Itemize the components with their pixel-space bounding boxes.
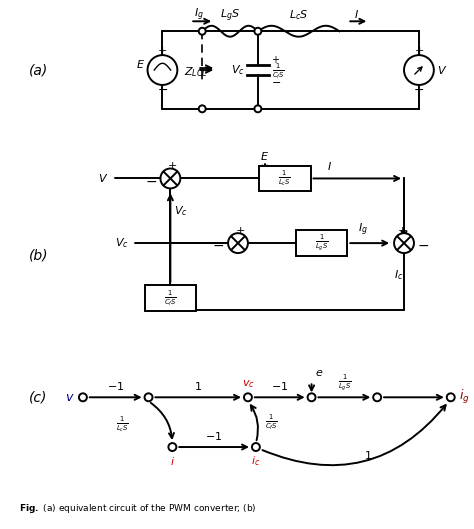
Circle shape	[255, 105, 261, 112]
Text: $I_g$: $I_g$	[358, 222, 368, 239]
Text: $i$: $i$	[170, 455, 175, 467]
Text: (b): (b)	[29, 248, 49, 262]
Text: $V$: $V$	[437, 64, 447, 76]
Text: $-1$: $-1$	[271, 380, 288, 393]
Text: $\frac{1}{L_g S}$: $\frac{1}{L_g S}$	[337, 372, 351, 393]
Text: $V$: $V$	[99, 172, 109, 185]
Circle shape	[308, 394, 316, 402]
Text: $-$: $-$	[417, 238, 429, 252]
Text: $-$: $-$	[413, 84, 425, 96]
Text: $E$: $E$	[136, 58, 145, 70]
Text: $1$: $1$	[194, 380, 202, 393]
Bar	[259, 166, 310, 191]
Circle shape	[373, 394, 381, 402]
Text: $+$: $+$	[397, 225, 407, 236]
Circle shape	[147, 55, 177, 85]
Circle shape	[79, 394, 87, 402]
Circle shape	[404, 55, 434, 85]
Text: $V_c$: $V_c$	[115, 236, 128, 250]
Circle shape	[161, 169, 180, 188]
Text: $+$: $+$	[271, 53, 280, 65]
Text: $+$: $+$	[414, 44, 424, 56]
Text: $I_g$: $I_g$	[194, 6, 204, 23]
Text: $I$: $I$	[354, 8, 359, 20]
Circle shape	[199, 28, 206, 35]
Text: $v$: $v$	[65, 391, 75, 404]
Circle shape	[145, 394, 153, 402]
Circle shape	[394, 233, 414, 253]
Text: $v_c$: $v_c$	[242, 378, 255, 390]
Text: $I_c$: $I_c$	[394, 268, 404, 282]
Circle shape	[228, 233, 248, 253]
Text: (a): (a)	[29, 63, 48, 77]
Text: $i_g$: $i_g$	[459, 388, 469, 406]
Text: $e$: $e$	[315, 368, 324, 378]
Text: $-$: $-$	[157, 84, 168, 96]
Text: $\frac{1}{C_f S}$: $\frac{1}{C_f S}$	[272, 61, 285, 81]
Text: $\frac{1}{L_g S}$: $\frac{1}{L_g S}$	[315, 233, 328, 253]
Text: $-1$: $-1$	[206, 430, 223, 442]
Circle shape	[447, 394, 455, 402]
Text: $E$: $E$	[260, 150, 269, 161]
Text: $I$: $I$	[327, 160, 332, 171]
Text: $i_c$: $i_c$	[251, 454, 261, 468]
Text: $-1$: $-1$	[107, 380, 124, 393]
Text: $\frac{1}{C_f S}$: $\frac{1}{C_f S}$	[164, 288, 177, 307]
Text: $V_c$: $V_c$	[231, 63, 245, 77]
Bar	[145, 285, 196, 311]
Text: $\bf{Fig.}$ (a) equivalent circuit of the PWM converter; (b): $\bf{Fig.}$ (a) equivalent circuit of th…	[19, 502, 257, 515]
Text: $+$: $+$	[235, 225, 245, 236]
Circle shape	[255, 28, 261, 35]
Text: $-$: $-$	[212, 238, 224, 252]
Text: $\frac{1}{L_c S}$: $\frac{1}{L_c S}$	[116, 414, 129, 434]
Circle shape	[199, 105, 206, 112]
Text: $Z_{LCL}$: $Z_{LCL}$	[184, 65, 208, 79]
Text: $\frac{1}{L_c S}$: $\frac{1}{L_c S}$	[278, 169, 291, 188]
Text: $V_c$: $V_c$	[174, 204, 188, 218]
Text: $L_g S$: $L_g S$	[220, 7, 240, 23]
Text: $+$: $+$	[157, 44, 167, 56]
Text: $+$: $+$	[167, 160, 177, 171]
Circle shape	[252, 443, 260, 451]
Text: $L_c S$: $L_c S$	[289, 8, 309, 22]
Text: $\frac{1}{C_f S}$: $\frac{1}{C_f S}$	[265, 413, 278, 432]
Text: $-$: $-$	[146, 174, 157, 187]
Text: $1$: $1$	[364, 449, 372, 461]
Bar	[296, 230, 347, 256]
Circle shape	[244, 394, 252, 402]
Text: (c): (c)	[29, 390, 47, 404]
Circle shape	[168, 443, 176, 451]
Text: $-$: $-$	[271, 76, 281, 86]
